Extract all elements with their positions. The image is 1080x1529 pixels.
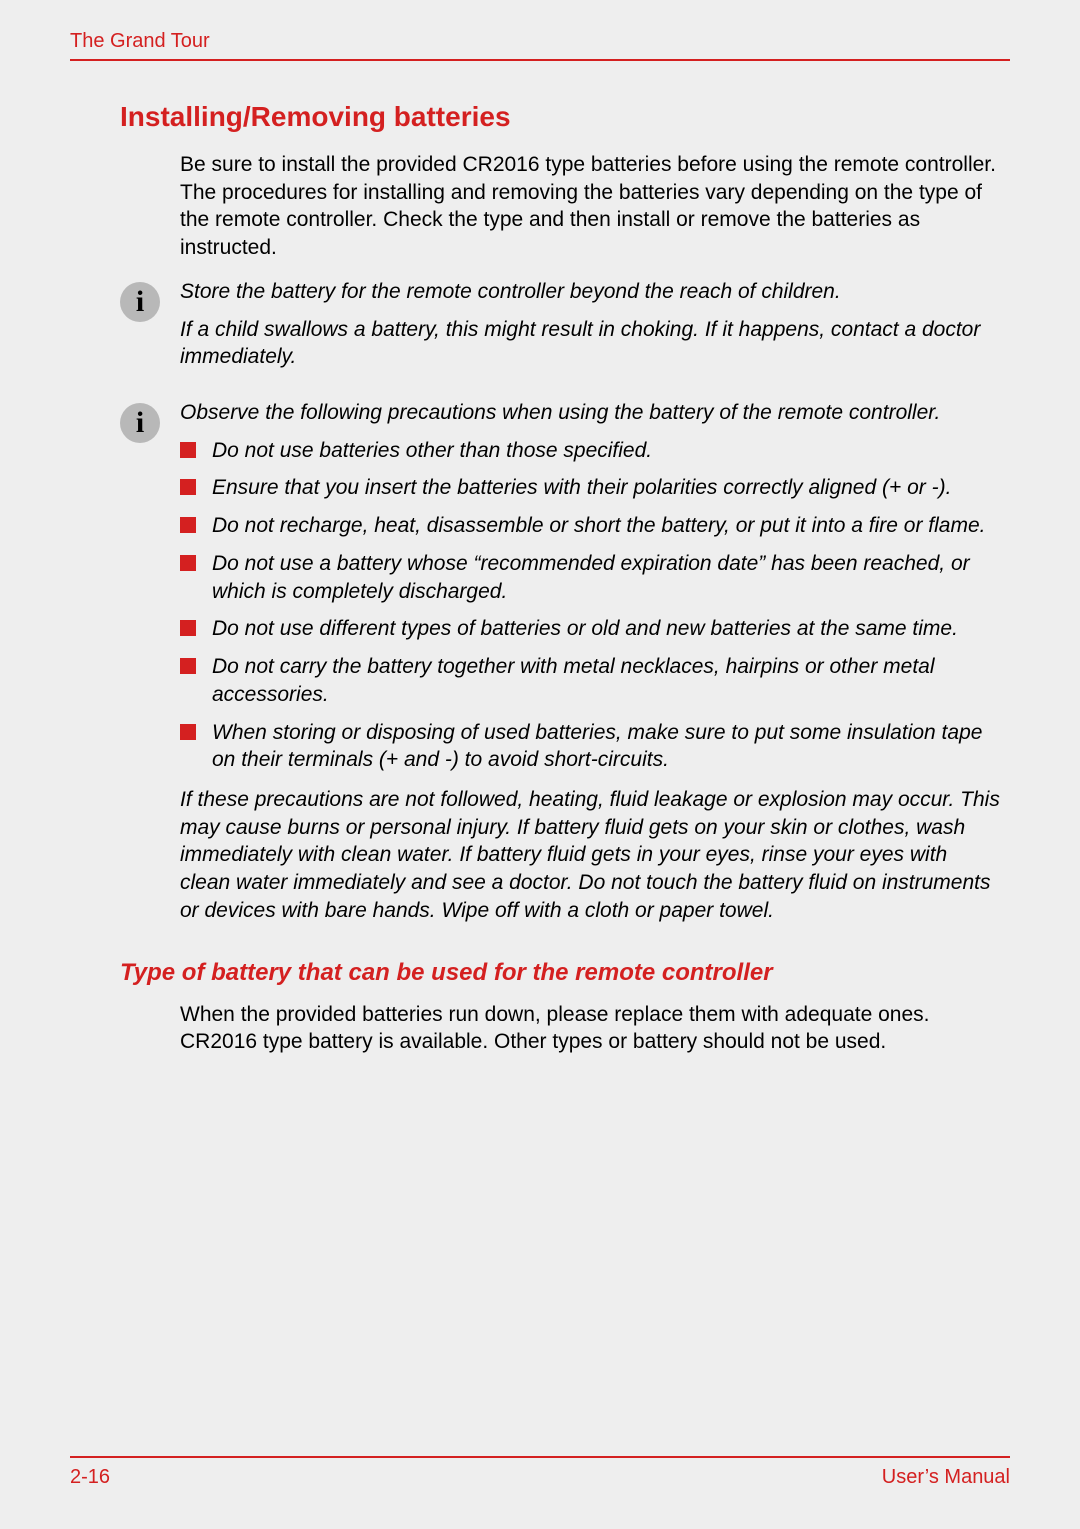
info-icon-wrapper: i [120,399,170,935]
bullet-text: Ensure that you insert the batteries wit… [212,474,1000,502]
info-icon-wrapper: i [120,278,170,381]
bullet-icon [180,620,196,636]
page-number: 2-16 [70,1466,110,1489]
bullet-icon [180,442,196,458]
bullet-text: When storing or disposing of used batter… [212,719,1000,774]
page-header: The Grand Tour [70,30,1010,61]
info-icon: i [120,403,160,443]
list-item: Do not carry the battery together with m… [180,653,1000,708]
note-text: Store the battery for the remote control… [180,278,1000,306]
note-intro: Observe the following precautions when u… [180,399,1000,427]
list-item: Do not use different types of batteries … [180,615,1000,643]
page-footer: 2-16 User’s Manual [70,1456,1010,1489]
bullet-text: Do not recharge, heat, disassemble or sh… [212,512,1000,540]
note-content: Observe the following precautions when u… [180,399,1000,935]
list-item: When storing or disposing of used batter… [180,719,1000,774]
info-note-2: i Observe the following precautions when… [120,399,1000,935]
document-page: The Grand Tour Installing/Removing batte… [0,0,1080,1529]
bullet-icon [180,517,196,533]
subsection-body: When the provided batteries run down, pl… [180,1001,1000,1056]
list-item: Ensure that you insert the batteries wit… [180,474,1000,502]
bullet-icon [180,658,196,674]
bullet-text: Do not use a battery whose “recommended … [212,550,1000,605]
note-outro: If these precautions are not followed, h… [180,786,1000,925]
subsection-heading: Type of battery that can be used for the… [120,959,1010,987]
list-item: Do not use batteries other than those sp… [180,437,1000,465]
section-heading: Installing/Removing batteries [120,101,1010,133]
precautions-list: Do not use batteries other than those sp… [180,437,1000,774]
list-item: Do not recharge, heat, disassemble or sh… [180,512,1000,540]
bullet-icon [180,555,196,571]
note-content: Store the battery for the remote control… [180,278,1000,381]
bullet-icon [180,479,196,495]
bullet-icon [180,724,196,740]
bullet-text: Do not carry the battery together with m… [212,653,1000,708]
footer-label: User’s Manual [882,1466,1010,1489]
bullet-text: Do not use different types of batteries … [212,615,1000,643]
info-icon: i [120,282,160,322]
info-note-1: i Store the battery for the remote contr… [120,278,1000,381]
header-title: The Grand Tour [70,30,210,53]
note-text: If a child swallows a battery, this migh… [180,316,1000,371]
list-item: Do not use a battery whose “recommended … [180,550,1000,605]
bullet-text: Do not use batteries other than those sp… [212,437,1000,465]
intro-paragraph: Be sure to install the provided CR2016 t… [180,151,1000,262]
